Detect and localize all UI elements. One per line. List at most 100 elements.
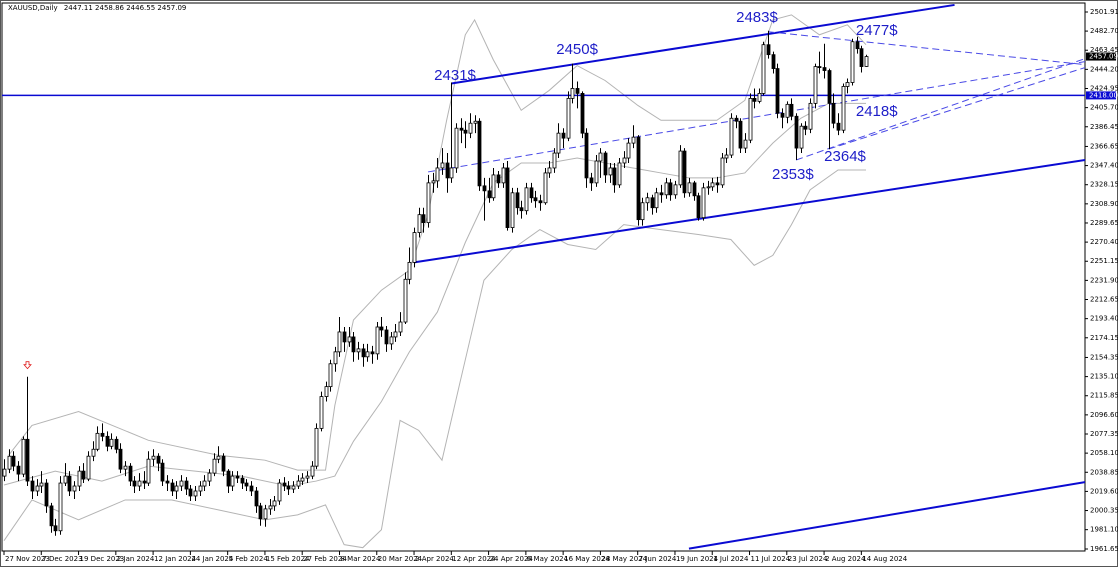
chart-header: XAUUSD,Daily 2447.11 2458.86 2446.55 245… [8,4,186,12]
x-tick-label: 5 Feb 2024 [229,555,269,563]
candle-body [771,54,776,69]
candle-body [468,122,473,134]
candle-body [603,152,608,176]
candle-body [761,44,766,94]
x-tick-label: 24 Apr 2024 [490,555,534,563]
candle-body [561,132,566,139]
candle-body [738,120,743,149]
y-tick-label: 2000.35 [1090,507,1118,515]
candle-body [640,202,645,221]
x-tick-label: 23 Jul 2024 [788,555,828,563]
channel-line [451,3,955,85]
x-tick-label: 2 Aug 2024 [825,555,866,563]
y-tick-label: 2405.70 [1090,104,1118,112]
candle-body [720,157,725,186]
candle-body [701,187,706,219]
x-tick-label: 28 May 2024 [601,555,647,563]
candle-body [53,525,58,532]
candle-body [230,475,235,487]
symbol: XAUUSD,Daily [8,4,58,12]
candle-body [855,41,860,50]
x-tick-label: 11 Jul 2024 [751,555,791,563]
candle-body [11,455,16,467]
candle-body [105,435,110,447]
candle-body [496,174,501,184]
candle-body [706,186,711,189]
level-tag [1086,91,1116,100]
candle-body [30,480,35,492]
candle-body [123,465,128,470]
candle-body [412,232,417,263]
candle-body [356,348,361,353]
candle-body [538,200,543,204]
plot-border [1,2,1086,552]
x-tick-label: 1 Jul 2024 [713,555,749,563]
candle-body [743,139,748,149]
candle-body [132,480,137,487]
candle-body [58,482,63,532]
close: 2457.09 [157,4,186,12]
candle-body [389,336,394,345]
candle-body [114,438,119,450]
candle-body [636,136,641,221]
candle-body [631,136,636,144]
candle-body [687,182,692,194]
candle-body [748,97,753,141]
candle-body [794,115,799,149]
candle-body [696,195,701,219]
candle-body [459,127,464,131]
candle-body [799,125,804,149]
candle-body [263,508,268,520]
candle-body [193,490,198,497]
candle-body [515,192,520,209]
candle-body [407,261,412,280]
candle-body [319,396,324,429]
candle-body [589,177,594,184]
y-tick-label: 2251.15 [1090,257,1118,265]
y-tick-label: 2077.35 [1090,430,1118,438]
candle-body [351,336,356,353]
y-tick-label: 2270.40 [1090,238,1118,246]
candle-body [580,93,585,134]
y-tick-label: 2135.10 [1090,373,1118,381]
axes: 2501.91 2482.70 2463.45 2444.20 2424.95 2405.… [3,8,1118,563]
candle-body [519,207,524,212]
annotation: 2450$ [556,41,598,58]
candle-body [710,182,715,188]
candle-body [216,455,221,460]
y-tick-label: 2154.35 [1090,353,1118,361]
candle-body [608,167,613,176]
candle-body [529,187,534,199]
candle-body [482,185,487,192]
candle-body [654,192,659,209]
candle-body [570,88,575,99]
plot-area: 2483$ 2477$ 2450$ 2431$ 2418$ 2353$ 2364$ [2,3,1085,550]
dashed-trendline [427,61,1085,173]
annotation: 2353$ [772,166,814,183]
candle-body [692,182,697,197]
x-tick-label: 20 Mar 2024 [378,555,423,563]
y-tick-label: 2463.45 [1090,46,1118,54]
candle-body [626,142,631,159]
y-tick-label: 1961.65 [1090,545,1118,553]
candle-body [81,470,86,480]
candle-body [431,180,436,184]
candle-body [659,192,664,196]
y-tick-label: 2308.90 [1090,200,1118,208]
candle-body [566,97,571,139]
x-tick-label: 7 Dec 2023 [42,555,82,563]
bollinger-band [8,14,867,471]
x-tick-label: 15 Feb 2024 [266,555,310,563]
x-tick-label: 6 May 2024 [527,555,569,563]
candle-body [543,172,548,204]
candle-body [417,214,422,233]
candle-body [813,66,818,104]
y-tick-label: 2482.70 [1090,27,1118,35]
candle-body [678,150,683,186]
candle-body [808,102,813,130]
y-tick-label: 2444.20 [1090,65,1118,73]
x-tick-label: 16 May 2024 [564,555,610,563]
candle-body [612,167,617,186]
candle-body [682,150,687,194]
y-tick-label: 2289.65 [1090,219,1118,227]
